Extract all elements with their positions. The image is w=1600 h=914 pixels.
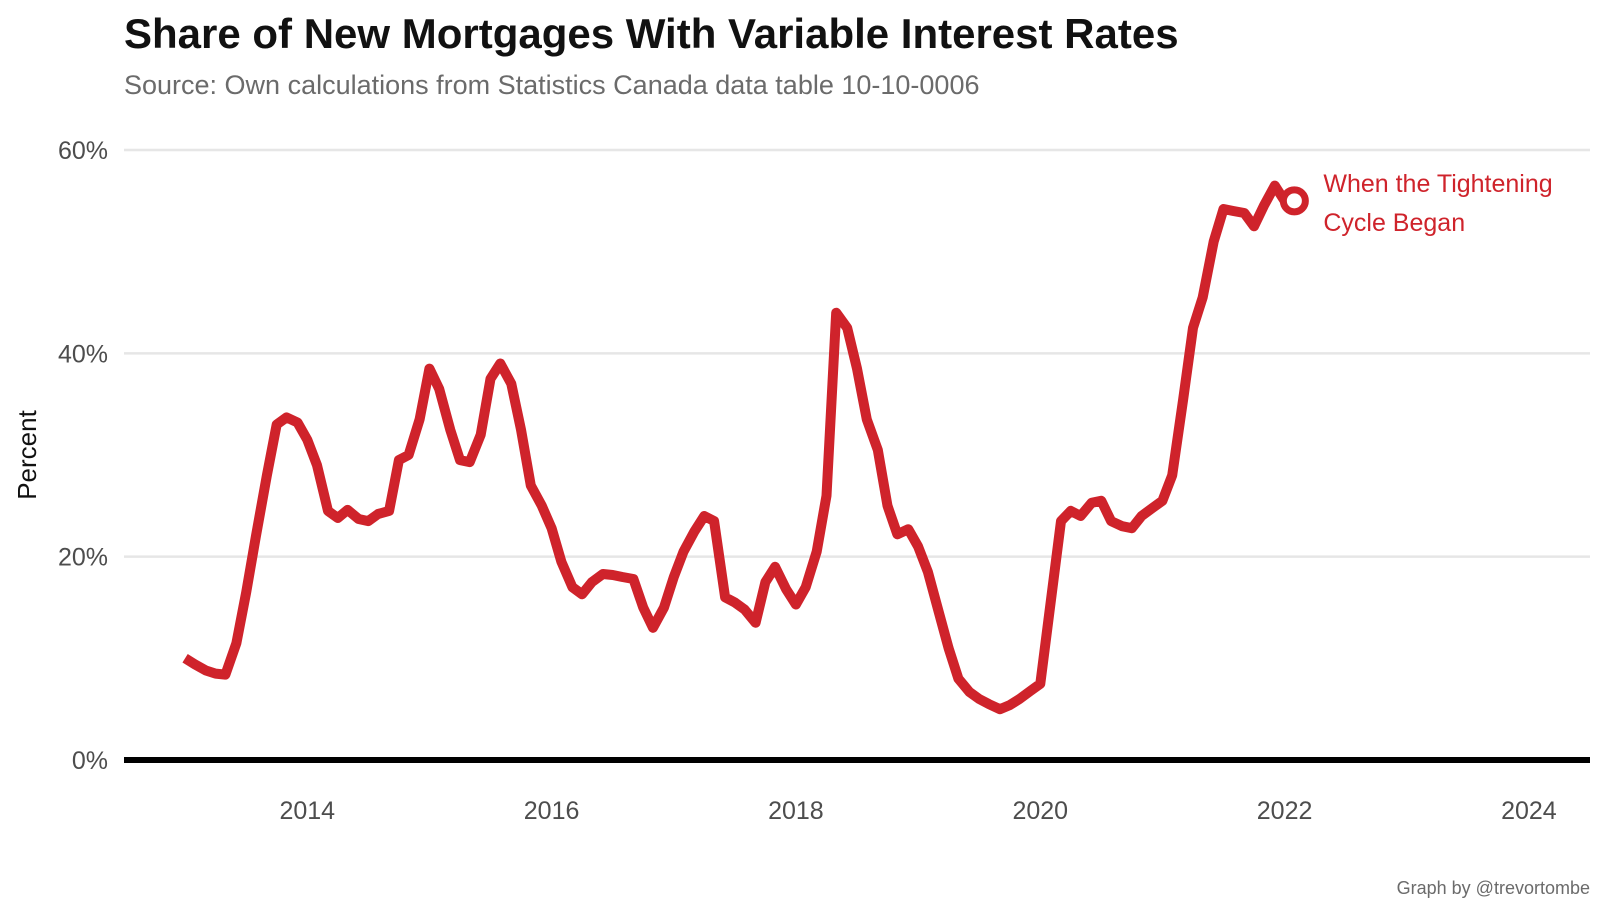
annotation-text: Cycle Began [1323,209,1465,237]
x-tick-label: 2022 [1257,797,1313,825]
series-layer [182,180,1289,715]
x-tick-label: 2018 [768,797,824,825]
chart-caption: Graph by @trevortombe [1396,878,1590,898]
chart-subtitle: Source: Own calculations from Statistics… [124,70,980,100]
y-tick-label: 60% [58,137,108,165]
y-tick-label: 20% [58,544,108,572]
x-tick-label: 2024 [1501,797,1557,825]
series-line [182,180,1289,715]
annotation-marker [1279,186,1309,216]
axes: 0% 20% 40% 60% 2014 2016 2018 2020 2022 2024 Perce… [12,137,1590,825]
y-tick-label: 0% [72,747,108,775]
y-tick-label: 40% [58,340,108,368]
chart-title: Share of New Mortgages With Variable Int… [124,10,1179,57]
x-tick-label: 2014 [279,797,335,825]
annotation-text: When the Tightening [1323,170,1552,198]
x-tick-label: 2016 [524,797,580,825]
y-axis-label: Percent [12,409,42,499]
x-tick-label: 2020 [1012,797,1068,825]
annotation-layer: When the Tightening Cycle Began [1279,170,1553,237]
